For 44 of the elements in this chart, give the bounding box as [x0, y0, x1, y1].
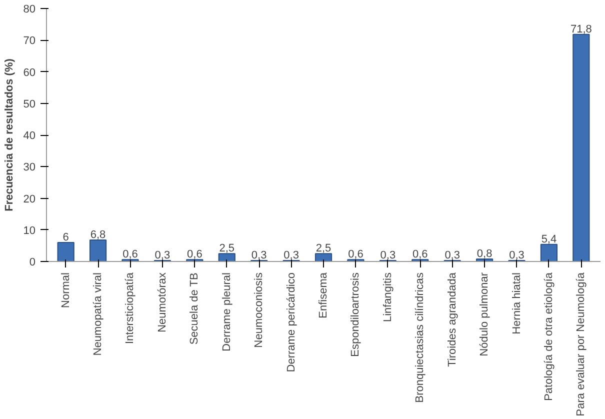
x-tick-label: Espondiloartrosis [350, 272, 362, 357]
data-label: 0,6 [187, 248, 202, 261]
y-tick-label: 10 [23, 224, 36, 237]
data-label: 2,5 [316, 242, 332, 255]
data-label: 0,3 [380, 250, 396, 262]
data-label: 0,6 [348, 248, 364, 261]
x-tick-label: Derrame pericárdico [285, 272, 298, 372]
x-tick-label: Tiroides agrandada [446, 272, 458, 367]
data-label: 0,6 [122, 248, 138, 261]
x-tick-label: Enfisema [318, 272, 330, 318]
data-label: 0,3 [154, 250, 170, 262]
data-label: 2,5 [219, 242, 235, 255]
y-tick-label: 0 [29, 256, 36, 268]
x-tick-label: Hernia hiatal [510, 272, 523, 334]
y-tick-label: 70 [23, 35, 36, 48]
y-tick-label: 30 [23, 162, 36, 174]
x-tick-label: Nódulo pulmonar [478, 272, 491, 356]
y-tick-label: 20 [23, 193, 36, 206]
data-label: 5,4 [541, 233, 557, 246]
y-tick-label: 40 [23, 130, 36, 142]
x-tick-label: Para evaluar por Neumología [575, 272, 588, 416]
x-tick-label: Normal [60, 272, 72, 308]
data-label: 0,3 [509, 250, 524, 262]
x-tick-label: Bronquiectasias cilíndricas [414, 272, 426, 403]
y-tick-label: 60 [23, 66, 36, 79]
x-tick-label: Secuela de TB [188, 272, 201, 345]
x-tick-label: Linfangitis [382, 272, 394, 322]
y-tick-label: 50 [23, 98, 36, 110]
data-label: 71,8 [570, 23, 592, 36]
data-label: 6 [62, 232, 69, 244]
y-tick-label: 80 [23, 4, 36, 16]
data-label: 0,3 [284, 250, 299, 262]
x-tick-label: Derrame pleural [220, 272, 233, 352]
y-axis-title: Frecuencia de resultados (%) [3, 58, 16, 212]
data-label: 0,8 [476, 248, 492, 260]
data-label: 6,8 [90, 228, 106, 241]
data-label: 0,3 [251, 250, 267, 262]
x-tick-label: Neumotórax [156, 272, 168, 332]
data-label: 0,6 [412, 248, 428, 261]
x-tick-label: Neumopatía viral [92, 272, 104, 356]
x-tick-label: Patología de otra etiología [542, 272, 555, 401]
x-tick-label: Neumoconiosis [253, 272, 266, 348]
x-tick-label: Intersticiopatía [124, 272, 136, 344]
data-label: 0,3 [444, 250, 460, 262]
